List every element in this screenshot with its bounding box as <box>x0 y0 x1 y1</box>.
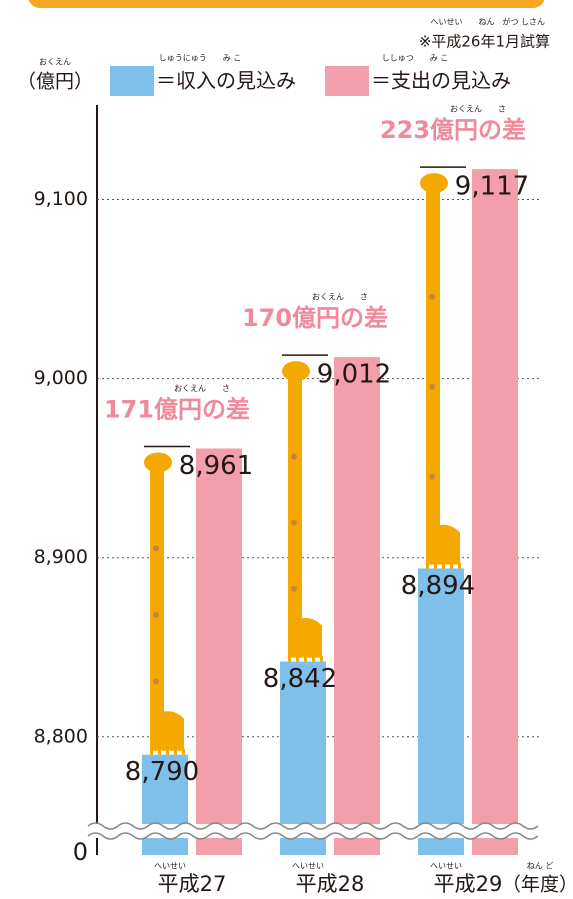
diff-reading: おくえん さ <box>312 293 368 302</box>
chart: へいせい ねん がつ しさん ※平成26年1月試算 おくえん （億円） しゅうに… <box>0 0 573 899</box>
giraffe-leg <box>182 749 185 755</box>
giraffe-body <box>150 711 184 751</box>
giraffe-head <box>420 173 448 193</box>
axis-break <box>88 824 543 838</box>
bar <box>418 568 464 855</box>
giraffe-leg <box>166 749 169 755</box>
legend-swatch <box>325 66 369 96</box>
x-tick-label: 平成28 <box>296 872 365 896</box>
giraffe-leg <box>304 656 307 662</box>
giraffe-leg <box>426 562 429 568</box>
diff-reading: おくえん さ <box>450 105 506 114</box>
y-tick-label: 9,100 <box>34 188 88 210</box>
value-label: 8,842 <box>263 664 337 694</box>
giraffe-leg <box>150 749 153 755</box>
value-label: 8,961 <box>179 451 253 481</box>
legend-swatch <box>110 66 154 96</box>
giraffe-spot <box>153 678 159 684</box>
y-zero-label: 0 <box>73 838 88 866</box>
note: ※平成26年1月試算 <box>419 33 550 51</box>
x-tick-label: 平成29 <box>434 872 503 896</box>
value-label: 9,117 <box>455 172 529 202</box>
giraffe-neck <box>426 179 440 553</box>
top-banner <box>28 0 545 8</box>
value-label: 8,894 <box>401 571 475 601</box>
giraffe-spot <box>429 294 435 300</box>
giraffe-leg <box>158 749 161 755</box>
legend-reading: ししゅつ み こ <box>382 54 449 63</box>
giraffe-leg <box>288 656 291 662</box>
y-tick-label: 8,900 <box>34 546 88 568</box>
note-reading: へいせい ねん がつ しさん <box>430 17 545 27</box>
giraffe-spot <box>291 520 297 526</box>
legend-reading: しゅうにゅう み こ <box>159 54 242 63</box>
giraffe-spot <box>153 545 159 551</box>
diff-label: 170億円の差 <box>242 304 388 332</box>
bar <box>196 448 242 855</box>
legend-label: ＝収入の見込み <box>156 69 296 93</box>
giraffe-leg <box>320 656 323 662</box>
giraffe-leg <box>442 562 445 568</box>
giraffe-neck <box>150 458 164 739</box>
giraffe-head <box>282 361 310 381</box>
diff-reading: おくえん さ <box>174 384 230 393</box>
giraffe-spot <box>291 586 297 592</box>
bar <box>472 169 518 855</box>
giraffe-leg <box>458 562 461 568</box>
giraffe-leg <box>450 562 453 568</box>
x-tick-reading: へいせい <box>154 862 186 871</box>
giraffe-spot <box>429 384 435 390</box>
bar <box>334 357 380 855</box>
x-unit-label: （年度） <box>502 874 573 896</box>
x-tick-reading: へいせい <box>430 862 462 871</box>
giraffe-leg <box>434 562 437 568</box>
diff-label: 171億円の差 <box>104 395 250 423</box>
y-tick-label: 8,800 <box>34 725 88 747</box>
x-tick-label: 平成27 <box>158 872 227 896</box>
unit-label: （億円） <box>17 71 93 93</box>
giraffe-neck <box>288 367 302 646</box>
x-tick-reading: へいせい <box>292 862 324 871</box>
giraffe-head <box>144 452 172 472</box>
giraffe-body <box>426 525 460 565</box>
diff-label: 223億円の差 <box>380 116 526 144</box>
giraffe-leg <box>312 656 315 662</box>
giraffe-leg <box>174 749 177 755</box>
giraffe-spot <box>153 612 159 618</box>
giraffe-body <box>288 618 322 658</box>
giraffe-leg <box>296 656 299 662</box>
y-tick-label: 9,000 <box>34 367 88 389</box>
value-label: 8,790 <box>125 757 199 787</box>
value-label: 9,012 <box>317 360 391 390</box>
legend-label: ＝支出の見込み <box>371 69 511 93</box>
giraffe-spot <box>429 474 435 480</box>
unit-reading: おくえん <box>39 58 71 67</box>
giraffe-spot <box>291 453 297 459</box>
x-unit-reading: ねん ど <box>527 862 554 871</box>
